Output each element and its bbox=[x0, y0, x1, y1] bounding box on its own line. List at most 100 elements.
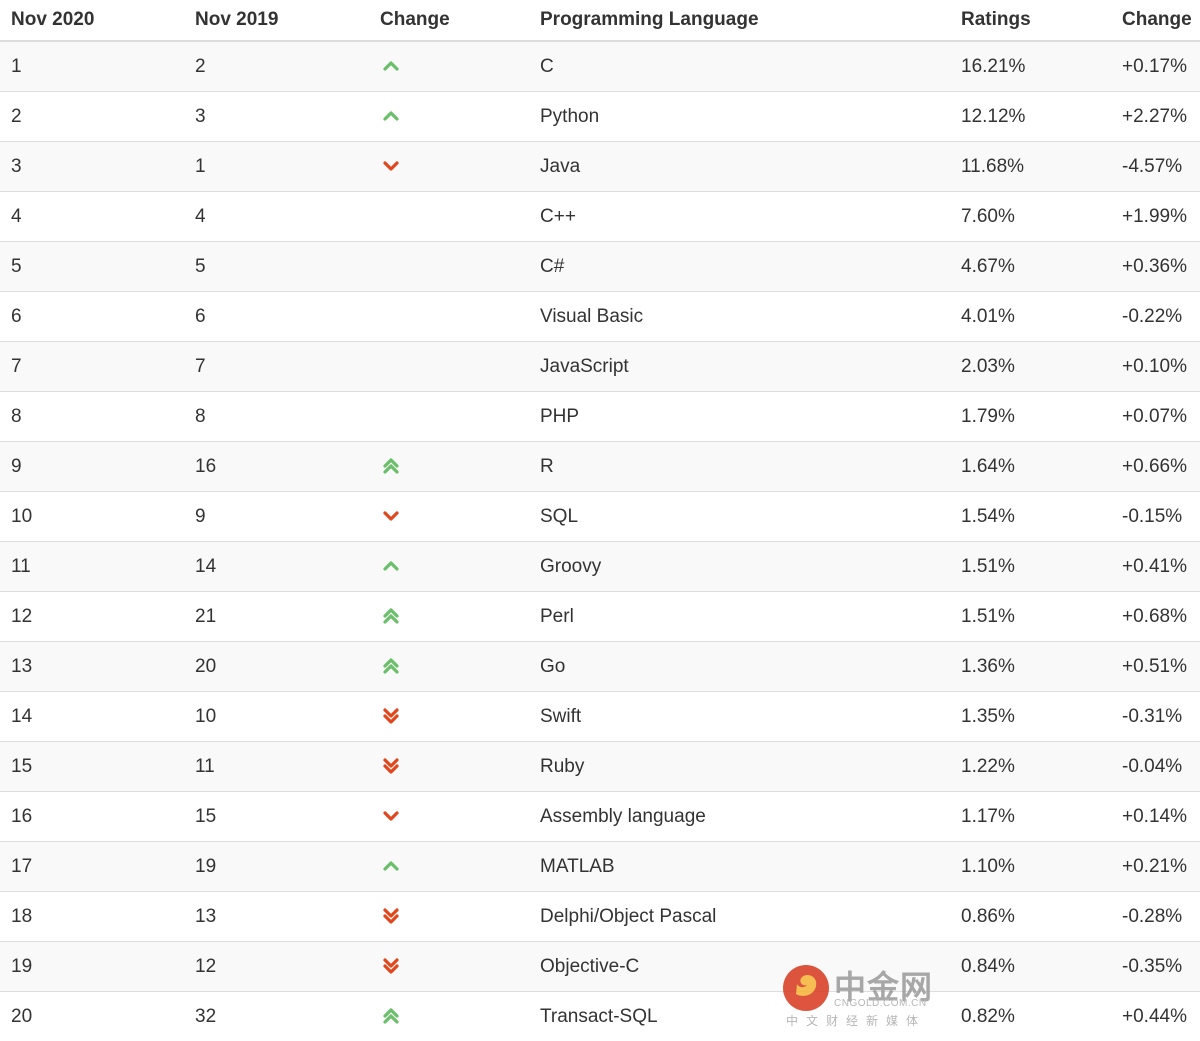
rank-2020: 7 bbox=[0, 342, 195, 392]
rank-2019: 11 bbox=[195, 742, 380, 792]
rank-2019: 13 bbox=[195, 892, 380, 942]
rank-2019: 21 bbox=[195, 592, 380, 642]
header-change-icon[interactable]: Change bbox=[380, 0, 540, 41]
rating-change: +0.14% bbox=[1122, 792, 1200, 842]
header-change[interactable]: Change bbox=[1122, 0, 1200, 41]
rank-2020: 16 bbox=[0, 792, 195, 842]
language-name: C bbox=[540, 41, 961, 92]
rating-change: +0.17% bbox=[1122, 41, 1200, 92]
rating: 16.21% bbox=[961, 41, 1122, 92]
rank-2020: 6 bbox=[0, 292, 195, 342]
rating: 1.51% bbox=[961, 542, 1122, 592]
rank-2019: 3 bbox=[195, 92, 380, 142]
rank-2019: 9 bbox=[195, 492, 380, 542]
rating-change: +0.10% bbox=[1122, 342, 1200, 392]
rating-change: -0.28% bbox=[1122, 892, 1200, 942]
language-name: Ruby bbox=[540, 742, 961, 792]
rating-change: +0.07% bbox=[1122, 392, 1200, 442]
rank-2020: 12 bbox=[0, 592, 195, 642]
rating: 0.82% bbox=[961, 992, 1122, 1041]
double-arrow-down-icon bbox=[382, 757, 400, 775]
language-name: Go bbox=[540, 642, 961, 692]
header-language[interactable]: Programming Language bbox=[540, 0, 961, 41]
rank-2019: 8 bbox=[195, 392, 380, 442]
trend-cell bbox=[380, 742, 540, 792]
trend-cell bbox=[380, 592, 540, 642]
language-name: Python bbox=[540, 92, 961, 142]
rating-change: -0.15% bbox=[1122, 492, 1200, 542]
rating-change: +0.66% bbox=[1122, 442, 1200, 492]
trend-cell bbox=[380, 692, 540, 742]
rating: 1.35% bbox=[961, 692, 1122, 742]
header-nov-2019[interactable]: Nov 2019 bbox=[195, 0, 380, 41]
trend-cell bbox=[380, 542, 540, 592]
double-arrow-up-icon bbox=[382, 457, 400, 475]
trend-cell bbox=[380, 192, 540, 242]
rating: 1.64% bbox=[961, 442, 1122, 492]
rank-2019: 14 bbox=[195, 542, 380, 592]
header-ratings[interactable]: Ratings bbox=[961, 0, 1122, 41]
rating-change: -0.22% bbox=[1122, 292, 1200, 342]
rating-change: +2.27% bbox=[1122, 92, 1200, 142]
rank-2020: 15 bbox=[0, 742, 195, 792]
trend-cell bbox=[380, 842, 540, 892]
trend-cell bbox=[380, 242, 540, 292]
rank-2020: 10 bbox=[0, 492, 195, 542]
double-arrow-down-icon bbox=[382, 907, 400, 925]
language-name: R bbox=[540, 442, 961, 492]
rank-2020: 17 bbox=[0, 842, 195, 892]
language-name: Delphi/Object Pascal bbox=[540, 892, 961, 942]
rank-2019: 5 bbox=[195, 242, 380, 292]
rank-2019: 4 bbox=[195, 192, 380, 242]
rank-2019: 10 bbox=[195, 692, 380, 742]
trend-cell bbox=[380, 942, 540, 992]
header-row: Nov 2020 Nov 2019 Change Programming Lan… bbox=[0, 0, 1200, 41]
language-name: Assembly language bbox=[540, 792, 961, 842]
header-nov-2020[interactable]: Nov 2020 bbox=[0, 0, 195, 41]
rating: 0.86% bbox=[961, 892, 1122, 942]
rating: 7.60% bbox=[961, 192, 1122, 242]
rating-change: +0.41% bbox=[1122, 542, 1200, 592]
rating: 1.54% bbox=[961, 492, 1122, 542]
language-name: Objective-C bbox=[540, 942, 961, 992]
arrow-up-icon bbox=[382, 57, 400, 75]
rating: 1.51% bbox=[961, 592, 1122, 642]
rating-change: -0.35% bbox=[1122, 942, 1200, 992]
trend-cell bbox=[380, 442, 540, 492]
language-name: C++ bbox=[540, 192, 961, 242]
trend-cell bbox=[380, 892, 540, 942]
trend-cell bbox=[380, 292, 540, 342]
rating: 4.01% bbox=[961, 292, 1122, 342]
rank-2019: 19 bbox=[195, 842, 380, 892]
rank-2020: 13 bbox=[0, 642, 195, 692]
rank-2020: 1 bbox=[0, 41, 195, 92]
arrow-down-icon bbox=[382, 807, 400, 825]
arrow-up-icon bbox=[382, 107, 400, 125]
rank-2019: 7 bbox=[195, 342, 380, 392]
language-name: Java bbox=[540, 142, 961, 192]
trend-cell bbox=[380, 642, 540, 692]
double-arrow-up-icon bbox=[382, 1007, 400, 1025]
rank-2020: 2 bbox=[0, 92, 195, 142]
arrow-up-icon bbox=[382, 857, 400, 875]
rating: 1.36% bbox=[961, 642, 1122, 692]
rating-change: -4.57% bbox=[1122, 142, 1200, 192]
arrow-down-icon bbox=[382, 507, 400, 525]
rank-2020: 4 bbox=[0, 192, 195, 242]
rating-change: +0.44% bbox=[1122, 992, 1200, 1041]
language-name: Swift bbox=[540, 692, 961, 742]
double-arrow-down-icon bbox=[382, 957, 400, 975]
language-name: Perl bbox=[540, 592, 961, 642]
rank-2019: 20 bbox=[195, 642, 380, 692]
